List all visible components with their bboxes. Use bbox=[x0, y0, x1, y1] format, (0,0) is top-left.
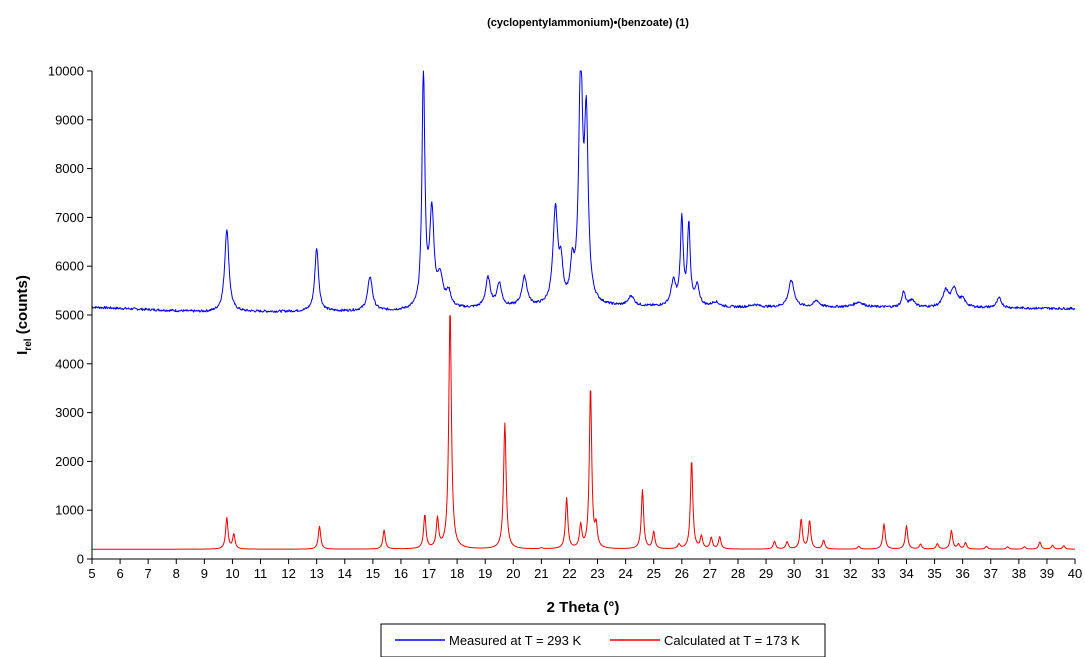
chart-title: (cyclopentylammonium)•(benzoate) (1) bbox=[487, 17, 689, 29]
x-tick-label: 38 bbox=[1012, 566, 1026, 581]
x-tick-label: 32 bbox=[843, 566, 857, 581]
x-tick-label: 25 bbox=[646, 566, 660, 581]
y-tick-label: 5000 bbox=[55, 308, 84, 323]
y-tick-label: 2000 bbox=[55, 454, 84, 469]
y-tick-label: 1000 bbox=[55, 503, 84, 518]
x-tick-label: 15 bbox=[366, 566, 380, 581]
x-tick-label: 39 bbox=[1040, 566, 1054, 581]
x-axis-label: 2 Theta (°) bbox=[547, 599, 620, 616]
y-tick-label: 10000 bbox=[48, 64, 84, 79]
x-tick-label: 37 bbox=[984, 566, 998, 581]
x-tick-label: 16 bbox=[394, 566, 408, 581]
x-ticks: 5 6 7 8 9 10 11 12 13 14 15 16 17 18 19 20 21 22 23 24 25 26 2… bbox=[88, 559, 1082, 581]
y-ticks: 0 1000 2000 3000 4000 5000 6000 7000 8000 9000 100… bbox=[48, 64, 92, 567]
y-tick-label: 7000 bbox=[55, 210, 84, 225]
series-line-measured bbox=[92, 71, 1075, 312]
x-tick-label: 30 bbox=[787, 566, 801, 581]
x-tick-label: 40 bbox=[1068, 566, 1082, 581]
x-tick-label: 19 bbox=[478, 566, 492, 581]
legend-label-calculated: Calculated at T = 173 K bbox=[664, 633, 800, 648]
plot-area bbox=[92, 71, 1075, 549]
x-tick-label: 31 bbox=[815, 566, 829, 581]
x-tick-label: 34 bbox=[899, 566, 913, 581]
x-tick-label: 35 bbox=[927, 566, 941, 581]
legend: Measured at T = 293 K Calculated at T = … bbox=[381, 624, 825, 657]
y-tick-label: 6000 bbox=[55, 259, 84, 274]
x-tick-label: 26 bbox=[675, 566, 689, 581]
y-tick-label: 9000 bbox=[55, 112, 84, 127]
y-axis-label: Irel (counts) bbox=[14, 275, 34, 355]
x-tick-label: 24 bbox=[618, 566, 632, 581]
x-tick-label: 7 bbox=[145, 566, 152, 581]
x-tick-label: 36 bbox=[955, 566, 969, 581]
x-tick-label: 8 bbox=[173, 566, 180, 581]
x-tick-label: 13 bbox=[309, 566, 323, 581]
x-tick-label: 29 bbox=[759, 566, 773, 581]
x-tick-label: 22 bbox=[562, 566, 576, 581]
x-tick-label: 23 bbox=[590, 566, 604, 581]
x-tick-label: 10 bbox=[225, 566, 239, 581]
y-tick-label: 0 bbox=[77, 552, 84, 567]
x-tick-label: 14 bbox=[338, 566, 352, 581]
x-tick-label: 18 bbox=[450, 566, 464, 581]
x-tick-label: 5 bbox=[88, 566, 95, 581]
x-tick-label: 17 bbox=[422, 566, 436, 581]
x-tick-label: 21 bbox=[534, 566, 548, 581]
series-line-calculated bbox=[92, 316, 1075, 549]
legend-label-measured: Measured at T = 293 K bbox=[449, 633, 581, 648]
y-tick-label: 3000 bbox=[55, 405, 84, 420]
x-tick-label: 20 bbox=[506, 566, 520, 581]
x-tick-label: 9 bbox=[201, 566, 208, 581]
x-tick-label: 33 bbox=[871, 566, 885, 581]
x-tick-label: 27 bbox=[703, 566, 717, 581]
y-tick-label: 8000 bbox=[55, 161, 84, 176]
x-tick-label: 12 bbox=[281, 566, 295, 581]
x-tick-label: 28 bbox=[731, 566, 745, 581]
x-tick-label: 11 bbox=[254, 566, 268, 581]
y-tick-label: 4000 bbox=[55, 356, 84, 371]
x-tick-label: 6 bbox=[116, 566, 123, 581]
